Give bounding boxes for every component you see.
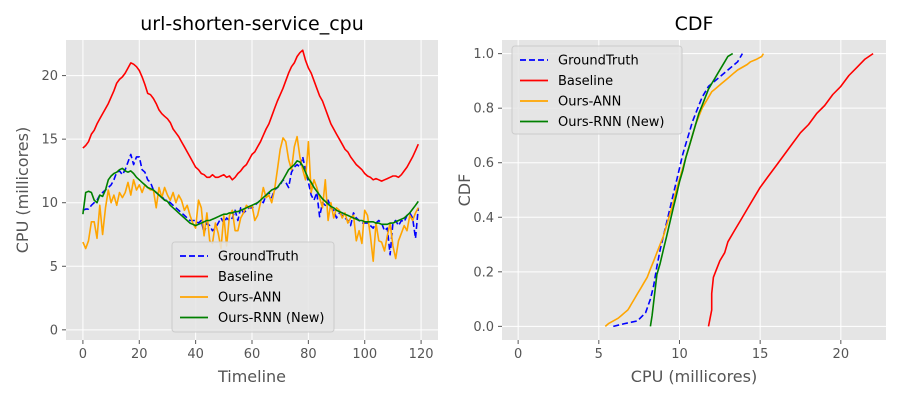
legend-label: Ours-ANN	[558, 95, 621, 110]
y-tick-label: 0.8	[473, 102, 494, 117]
x-tick-label: 10	[671, 347, 688, 362]
cdf-chart: 0 5 10 15 20 0.0 0.2 0.4 0.6 0.8 1.0 CDF CPU (millic…	[455, 13, 886, 386]
x-tick-label: 20	[833, 347, 850, 362]
legend-label: GroundTruth	[558, 54, 639, 69]
x-tick-label: 80	[300, 347, 317, 362]
cpu-timeline-chart: 0 20 40 60 80 100 120 0 5 10 15 20 url-shorten-servi…	[13, 13, 438, 386]
x-tick-label: 15	[752, 347, 769, 362]
y-tick-label: 0.2	[473, 265, 494, 280]
y-tick-label: 0.4	[473, 211, 494, 226]
series-line-groundtruth	[613, 53, 744, 328]
y-tick-label: 0.6	[473, 156, 494, 171]
legend-box	[511, 45, 683, 135]
y-tick-label: 15	[41, 133, 58, 148]
x-tick-label: 60	[244, 347, 261, 362]
chart-title: CDF	[675, 13, 714, 35]
x-axis-label: Timeline	[217, 367, 286, 386]
y-tick-label: 10	[41, 196, 58, 211]
legend-label: Ours-RNN (New)	[218, 311, 324, 326]
series-line-ours-rnn-new	[649, 52, 734, 327]
x-tick-label: 20	[131, 347, 148, 362]
y-tick-label: 0.0	[473, 320, 494, 335]
series-line-baseline	[707, 52, 874, 327]
legend-label: Ours-ANN	[218, 291, 281, 306]
x-tick-label: 100	[352, 347, 377, 362]
series-line-ours-ann	[604, 53, 765, 328]
x-tick-label: 40	[187, 347, 204, 362]
legend: GroundTruth Baseline Ours-ANN Ours-RNN (New…	[171, 241, 335, 333]
x-tick-label: 120	[409, 347, 434, 362]
x-axis-label: CPU (millicores)	[631, 367, 757, 386]
legend-box	[171, 241, 335, 333]
y-tick-label: 5	[50, 260, 58, 275]
legend-label: Baseline	[218, 270, 273, 285]
x-tick-label: 0	[514, 347, 522, 362]
x-tick-label: 5	[595, 347, 603, 362]
series-line-groundtruth	[82, 153, 420, 256]
y-axis-label: CPU (millicores)	[13, 127, 32, 253]
legend-label: Baseline	[558, 74, 613, 89]
legend-label: Ours-RNN (New)	[558, 115, 664, 130]
series-line-baseline	[82, 49, 420, 182]
legend-label: GroundTruth	[218, 250, 299, 265]
legend: GroundTruth Baseline Ours-ANN Ours-RNN (New…	[511, 45, 683, 135]
y-tick-label: 20	[41, 69, 58, 84]
x-tick-label: 0	[79, 347, 87, 362]
y-tick-label: 1.0	[473, 47, 494, 62]
series-line-ours-rnn-new	[82, 160, 419, 227]
y-tick-label: 0	[50, 323, 58, 338]
chart-title: url-shorten-service_cpu	[140, 13, 364, 35]
y-axis-label: CDF	[455, 174, 474, 207]
